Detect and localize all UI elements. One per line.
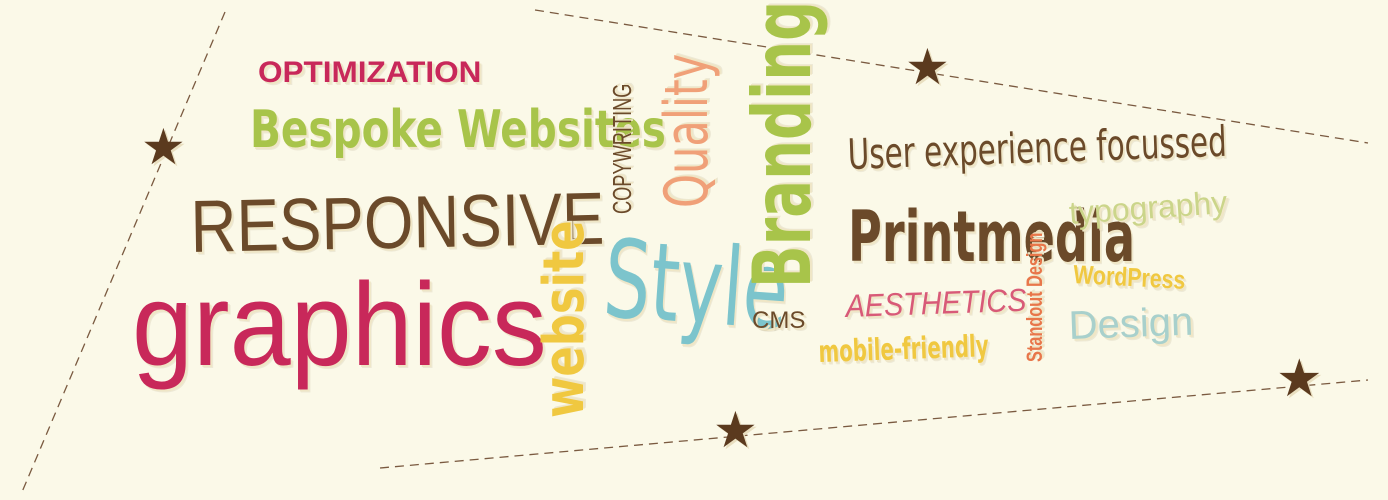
word-design: Design [1067,299,1194,348]
word-standout-design: Standout Design [1022,232,1047,362]
top-dashed-line [534,9,1369,144]
word-wordpress: WordPress [1072,259,1187,295]
star-icon: ★ [905,38,950,96]
word-cms: CMS [752,307,806,334]
left-dashed-line [21,11,226,493]
word-bespoke-websites: Bespoke Websites [250,100,666,160]
word-copywriting: COPYWRITING [607,83,637,214]
word-branding: Branding [736,0,829,288]
word-user-experience-focussed: User experience focussed [846,116,1228,179]
word-graphics: graphics [132,259,547,391]
word-printmedia: Printmedia [848,196,1136,278]
word-aesthetics: AESTHETICS [844,281,1027,324]
bottom-dashed-line [379,379,1369,469]
word-website: website [532,220,597,418]
word-optimization: OPTIMIZATION [258,56,482,89]
word-quality: Quality [652,53,722,208]
word-mobile-friendly: mobile-friendly [817,329,990,370]
star-icon: ★ [141,118,186,176]
star-icon: ★ [713,401,758,459]
star-icon: ★ [1276,349,1323,409]
